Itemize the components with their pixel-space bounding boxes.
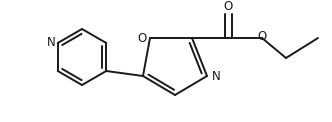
Text: N: N	[211, 70, 220, 82]
Text: O: O	[137, 31, 147, 45]
Text: O: O	[223, 0, 233, 14]
Text: N: N	[46, 36, 55, 50]
Text: O: O	[257, 30, 267, 44]
